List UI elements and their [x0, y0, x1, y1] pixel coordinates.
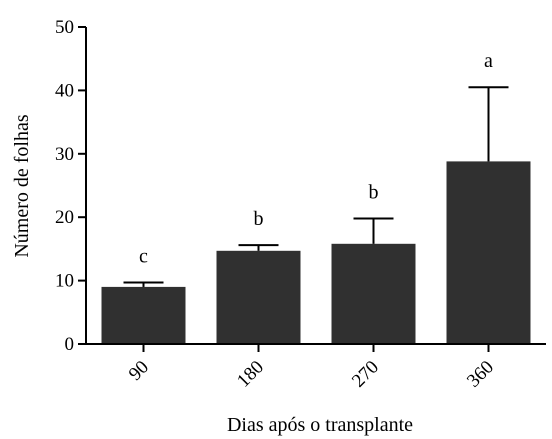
x-tick-label-360: 360 — [463, 357, 498, 392]
y-tick-label-30: 30 — [55, 144, 74, 165]
bar-90 — [102, 287, 186, 344]
bar-180 — [217, 251, 301, 344]
significance-letter-180: b — [254, 208, 264, 230]
bar-270 — [332, 244, 416, 344]
x-axis: 90 180 270 360 — [86, 344, 546, 392]
x-tick-label-270: 270 — [348, 357, 383, 392]
significance-letter-270: b — [369, 182, 379, 204]
significance-letter-360: a — [484, 50, 493, 72]
significance-letter-90: c — [139, 246, 148, 268]
y-tick-label-0: 0 — [65, 334, 75, 355]
x-tick-label-90: 90 — [125, 357, 153, 385]
y-axis-title: Número de folhas — [11, 114, 33, 258]
x-tick-label-180: 180 — [233, 357, 268, 392]
y-tick-label-10: 10 — [55, 271, 74, 292]
y-tick-label-50: 50 — [55, 17, 74, 38]
y-tick-label-40: 40 — [55, 80, 74, 101]
bar-360 — [447, 161, 531, 344]
x-axis-title: Dias após o transplante — [227, 414, 413, 436]
y-axis: 0 10 20 30 40 50 — [55, 17, 86, 355]
plot-area: c b b a — [102, 50, 531, 344]
y-tick-label-20: 20 — [55, 207, 74, 228]
